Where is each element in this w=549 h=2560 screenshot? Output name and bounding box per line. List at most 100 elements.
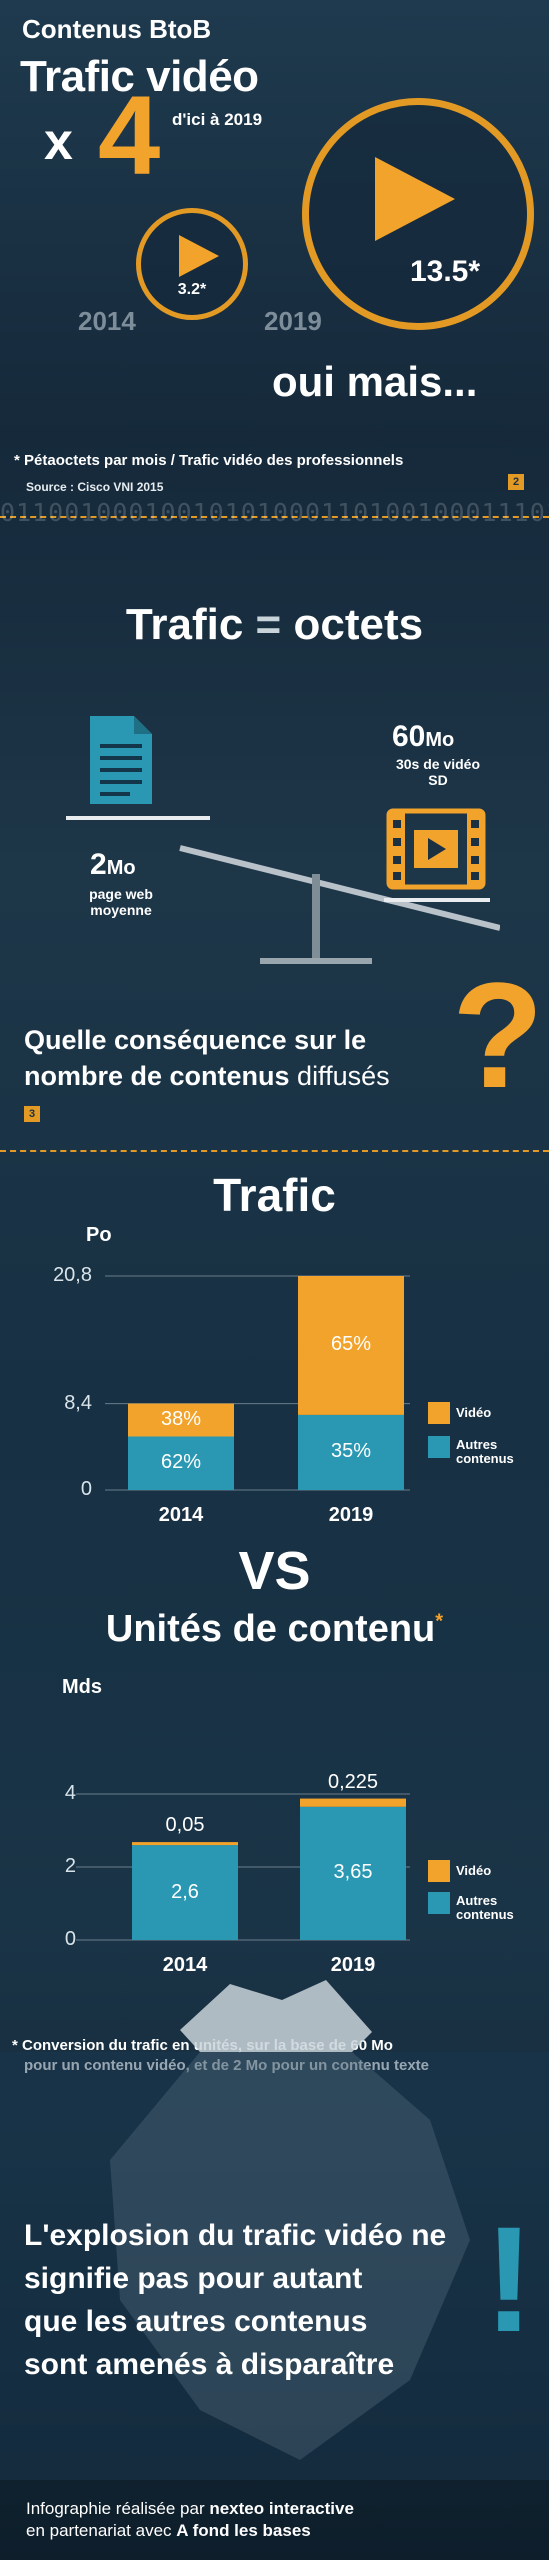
chart1-ylabel: Po [86, 1224, 112, 1246]
section-divider [0, 516, 549, 518]
year-2019: 2019 [264, 306, 322, 336]
y-tick-label: 8,4 [64, 1391, 92, 1414]
left-value: 2 [90, 848, 107, 881]
bar-share-label: 65% [330, 1333, 372, 1356]
y-tick-label: 4 [64, 1782, 76, 1804]
x-category-label: 2014 [162, 1954, 208, 1976]
credits-prefix-2: en partenariat avec [26, 2521, 177, 2540]
play-icon [179, 235, 219, 277]
bubble-2019: 13.5* [302, 98, 534, 330]
question-mark: ? [452, 951, 544, 1119]
bar-share-label: 35% [330, 1440, 372, 1463]
bar-share-label: 38% [160, 1408, 202, 1431]
legend-label-other: Autres contenus [456, 1893, 514, 1922]
kicker: Contenus BtoB [22, 14, 212, 44]
right-weight: 60Mo [392, 720, 454, 754]
x-category-label: 2014 [158, 1504, 204, 1526]
right-desc: 30s de vidéo SD [395, 756, 481, 788]
credits-agency: nexteo interactive [209, 2499, 354, 2518]
title-octets: octets [293, 600, 424, 649]
iceberg-illustration [0, 1980, 549, 2480]
conclusion-line-4: sont amenés à disparaître [24, 2348, 395, 2381]
bar-segment [132, 1842, 238, 1846]
balance-scale [66, 816, 500, 964]
conclusion-line-3: que les autres contenus [24, 2305, 368, 2338]
source: Source : Cisco VNI 2015 [26, 480, 164, 494]
legend-swatch-video [428, 1860, 450, 1882]
y-tick-label: 0 [80, 1478, 92, 1500]
legend-swatch-other [428, 1892, 450, 1914]
bubble-2014: 3.2* [136, 208, 248, 320]
legend-swatch-video [428, 1402, 450, 1424]
y-tick-label: 0 [64, 1928, 76, 1950]
credits-prefix-1: Infographie réalisée par [26, 2499, 210, 2518]
bar-segment [300, 1806, 406, 1940]
exclamation-mark: ! [484, 2195, 534, 2363]
bar-segment [128, 1403, 234, 1437]
bar-value-label: 3,65 [333, 1861, 373, 1884]
question-emph: nombre de contenus [24, 1061, 290, 1091]
bar-value-label: 0,05 [165, 1814, 205, 1837]
chart2-title: Unités de contenu* [0, 1608, 549, 1651]
chart2-title-mark: * [435, 1610, 444, 1633]
conversion-note-line-2: pour un contenu vidéo, et de 2 Mo pour u… [24, 2057, 430, 2074]
bubble-small-value: 3.2* [177, 281, 207, 298]
chart2-title-text: Unités de contenu [105, 1608, 436, 1650]
legend-label-video: Vidéo [456, 1863, 492, 1878]
section-number: 2 [508, 474, 524, 490]
footnote: * Pétaoctets par mois / Trafic vidéo des… [14, 452, 404, 469]
left-unit: Mo [106, 857, 136, 879]
bar-share-label: 62% [160, 1451, 202, 1474]
section-divider [0, 1150, 549, 1152]
legend-swatch-other [428, 1436, 450, 1458]
chart1-title: Trafic [213, 1169, 336, 1221]
document-icon [90, 716, 152, 804]
x-category-label: 2019 [328, 1504, 374, 1526]
bar-segment [298, 1414, 404, 1490]
conclusion: L'explosion du trafic vidéo ne signifie … [24, 2214, 446, 2386]
bar-segment [132, 1845, 238, 1940]
play-icon [375, 157, 455, 241]
bar-segment [300, 1798, 406, 1807]
left-weight: 2Mo [90, 848, 136, 882]
multiplier-number: 4 [98, 73, 161, 198]
bar-value-label: 0,225 [327, 1770, 379, 1793]
bar-segment [298, 1276, 404, 1415]
bubble-large-value: 13.5* [409, 255, 481, 288]
credits-partner: A fond les bases [176, 2521, 311, 2540]
question-line-1: Quelle conséquence sur le [24, 1025, 367, 1055]
year-2014: 2014 [78, 306, 136, 336]
right-unit: Mo [425, 729, 455, 751]
credits: Infographie réalisée par nexteo interact… [26, 2498, 354, 2542]
units-chart [76, 1793, 410, 1941]
left-desc: page web moyenne [89, 886, 153, 918]
credits-line-1: Infographie réalisée par nexteo interact… [26, 2498, 354, 2520]
y-tick-label: 20,8 [53, 1264, 92, 1286]
period-label: d'ici à 2019 [172, 110, 263, 129]
legend-label-video: Vidéo [456, 1405, 492, 1420]
tagline: oui mais... [272, 358, 478, 405]
section-number: 3 [24, 1106, 40, 1122]
chart2-ylabel: Mds [62, 1676, 102, 1698]
bar-segment [128, 1436, 234, 1490]
equals-sign: = [255, 600, 282, 649]
versus: VS [238, 1541, 311, 1601]
multiplier-x: x [44, 113, 73, 171]
traffic-chart [105, 1275, 410, 1491]
hero-title: Trafic vidéo [20, 52, 259, 101]
question-tail: diffusés [297, 1061, 390, 1091]
x-category-label: 2019 [330, 1954, 376, 1976]
y-tick-label: 2 [64, 1855, 76, 1877]
conclusion-line-1: L'explosion du trafic vidéo ne [24, 2219, 447, 2252]
bar-value-label: 2,6 [171, 1880, 199, 1903]
section2-title: Trafic = octets [0, 600, 549, 650]
title-trafic: Trafic [125, 600, 244, 649]
question-line-2: nombre de contenus diffusés [24, 1058, 390, 1094]
right-value: 60 [392, 720, 426, 753]
video-film-icon [386, 808, 486, 890]
conclusion-line-2: signifie pas pour autant [24, 2262, 363, 2295]
legend-label-other: Autres contenus [456, 1437, 514, 1466]
credits-line-2: en partenariat avec A fond les bases [26, 2520, 354, 2542]
binary-strip: 01100100010010101000110100100011101 [0, 498, 549, 527]
